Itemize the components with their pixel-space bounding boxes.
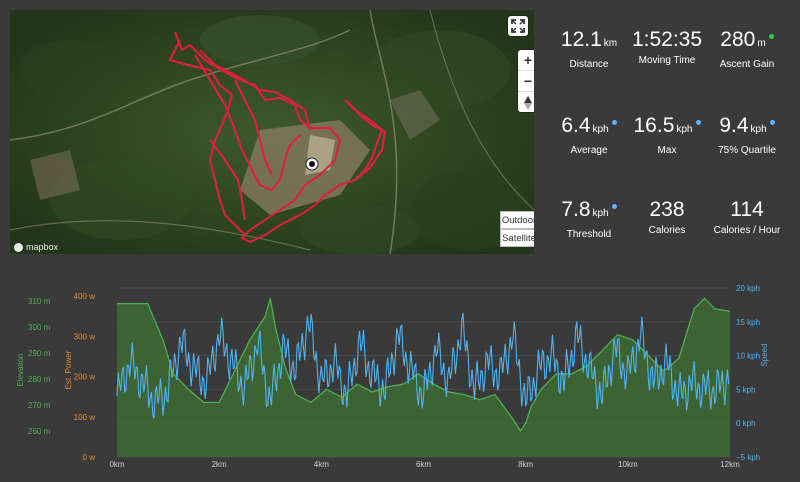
elevation-axis-label: Elevation [16, 354, 25, 387]
stat-value: 16.5 kph [626, 114, 708, 142]
speed-line [116, 312, 730, 419]
stat-unit: km [603, 38, 618, 49]
elevation-tick-label: 280 m [28, 375, 51, 384]
stat-calories: 238 Calories [626, 198, 708, 236]
stat-label: Max [657, 145, 677, 156]
power-axis-label: Est. Power [64, 350, 73, 389]
stat-value: 238 [626, 198, 708, 222]
stat-calories-hour: 114 Calories / Hour [706, 198, 788, 236]
stat-threshold: 7.8 kph Threshold [548, 198, 630, 240]
activity-chart[interactable]: 260 m 270 m 280 m 290 m 300 m 310 m 0 w 100 w 20… [0, 270, 800, 477]
stat-ascent-gain: 280 m Ascent Gain [706, 28, 788, 70]
stat-number: 7.8 [561, 198, 591, 221]
speed-tick-label: 10 kph [736, 352, 760, 361]
chart-svg[interactable]: 260 m 270 m 280 m 290 m 300 m 310 m 0 w 100 w 20… [0, 270, 800, 477]
stat-number: 16.5 [633, 114, 675, 137]
stat-75-quartile: 9.4 kph 75% Quartile [706, 114, 788, 156]
stats-panel: 12.1 km Distance 1:52:35 Moving Time 280 m Asce… [548, 28, 796, 240]
power-tick-label: 0 w [83, 453, 96, 462]
power-tick-label: 200 w [74, 373, 96, 382]
elevation-tick-label: 310 m [28, 297, 51, 306]
stat-unit: kph [592, 124, 609, 135]
stat-label: Calories [648, 225, 686, 236]
series-marker-icon [769, 119, 775, 125]
speed-tick-label: 0 kph [736, 419, 756, 428]
speed-axis-label: Speed [760, 343, 769, 366]
x-tick-label: 12km [720, 460, 740, 469]
outdoor-style-button[interactable]: Outdoor [500, 211, 534, 229]
stat-label: Ascent Gain [719, 59, 775, 70]
elevation-tick-label: 260 m [28, 427, 51, 436]
stat-number: 6.4 [561, 114, 591, 137]
stat-number: 1:52:35 [631, 28, 703, 51]
series-marker-icon [611, 203, 617, 209]
fullscreen-button[interactable] [508, 16, 528, 36]
route-track [168, 31, 387, 244]
stat-max: 16.5 kph Max [626, 114, 708, 156]
power-tick-label: 100 w [74, 413, 96, 422]
speed-tick-label: 5 kph [736, 385, 756, 394]
series-marker-icon [695, 119, 701, 125]
stat-unit: kph [676, 124, 693, 135]
mapbox-logo-text: mapbox [26, 242, 59, 252]
fullscreen-icon [511, 19, 525, 33]
stat-distance: 12.1 km Distance [548, 28, 630, 70]
zoom-out-button[interactable]: − [518, 71, 534, 92]
series-marker-icon [768, 33, 774, 39]
compass-button[interactable] [518, 92, 534, 113]
mapbox-logo-icon [14, 242, 23, 252]
elevation-tick-label: 270 m [28, 401, 51, 410]
speed-tick-label: −5 kph [736, 453, 760, 462]
stat-number: 114 [730, 198, 764, 221]
stat-value: 114 [706, 198, 788, 222]
zoom-in-button[interactable]: + [518, 50, 534, 71]
x-tick-label: 2km [212, 460, 227, 469]
stat-number: 12.1 [560, 28, 602, 51]
route-map[interactable]: + − Outdoor Satellite mapbox [10, 10, 534, 254]
stat-number: 280 [720, 28, 756, 51]
stat-moving-time: 1:52:35 Moving Time [626, 28, 708, 66]
speed-tick-label: 20 kph [736, 284, 760, 293]
mapbox-logo[interactable]: mapbox [14, 242, 58, 252]
stat-value: 7.8 kph [548, 198, 630, 226]
stat-unit: kph [592, 208, 609, 219]
stat-label: Threshold [566, 229, 612, 240]
stat-value: 6.4 kph [548, 114, 630, 142]
stat-number: 238 [649, 198, 685, 221]
stat-value: 1:52:35 [626, 28, 708, 52]
stat-label: Moving Time [638, 55, 696, 66]
stat-label: Average [570, 145, 608, 156]
stat-number: 9.4 [719, 114, 749, 137]
stat-value: 280 m [706, 28, 788, 56]
stat-value: 9.4 kph [706, 114, 788, 142]
x-tick-label: 4km [314, 460, 329, 469]
speed-tick-label: 15 kph [736, 318, 760, 327]
series-marker-icon [611, 119, 617, 125]
stat-value: 12.1 km [548, 28, 630, 56]
elevation-tick-label: 300 m [28, 323, 51, 332]
zoom-controls: + − [518, 50, 534, 112]
stat-average: 6.4 kph Average [548, 114, 630, 156]
stat-label: Calories / Hour [713, 225, 781, 236]
stat-label: 75% Quartile [718, 145, 776, 156]
stat-unit: m [757, 38, 766, 49]
satellite-style-button[interactable]: Satellite [500, 229, 534, 247]
x-tick-label: 8km [518, 460, 533, 469]
elevation-tick-label: 290 m [28, 349, 51, 358]
compass-icon [524, 95, 532, 110]
satellite-imagery [10, 10, 534, 254]
stat-unit: kph [750, 124, 767, 135]
power-tick-label: 300 w [74, 332, 96, 341]
stat-label: Distance [569, 59, 609, 70]
x-tick-label: 6km [416, 460, 431, 469]
power-tick-label: 400 w [74, 292, 96, 301]
x-tick-label: 0km [109, 460, 124, 469]
x-tick-label: 10km [618, 460, 638, 469]
